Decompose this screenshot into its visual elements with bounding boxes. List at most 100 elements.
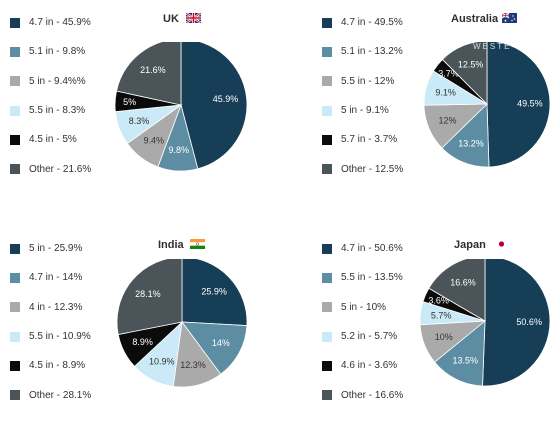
chart-panel-australia: 4.7 in - 49.5% 5.1 in - 13.2% 5.5 in - 1… (281, 0, 551, 200)
legend-item: 5 in - 25.9% (10, 234, 91, 263)
slice-data-label: 10% (435, 332, 453, 342)
legend-item: 4.7 in - 14% (10, 263, 91, 292)
legend-label: 4.7 in - 49.5% (341, 17, 403, 29)
slice-data-label: 9.1% (435, 88, 456, 98)
legend-item: Other - 16.6% (322, 380, 403, 409)
legend-label: Other - 12.5% (341, 163, 404, 175)
pie-slice-other (116, 42, 182, 106)
legend-item: 5.5 in - 8.3% (10, 96, 91, 125)
legend-swatch (10, 17, 20, 28)
chart-title: India (158, 239, 184, 251)
slice-data-label: 49.5% (517, 98, 543, 108)
legend-swatch (322, 76, 332, 87)
pie-chart: 50.6% 13.5% 10% 5.7% 3.6%16.6% (419, 259, 551, 387)
legend-item: 4.7 in - 45.9% (10, 8, 91, 37)
legend-item: 5.1 in - 9.8% (10, 37, 91, 66)
legend-item: 4.5 in - 5% (10, 125, 91, 154)
india-flag-icon (190, 239, 205, 249)
legend-item: Other - 12.5% (322, 154, 403, 183)
slice-data-label: 8.3% (129, 116, 150, 126)
legend-swatch (322, 46, 332, 57)
slice-data-label: 13.2% (458, 139, 484, 149)
slice-data-label: 12.5% (458, 59, 484, 69)
slice-data-label: 9.4% (143, 136, 164, 146)
slice-data-label: 25.9% (201, 287, 227, 297)
legend-label: Other - 21.6% (29, 163, 92, 175)
legend-label: 5.5 in - 10.9% (29, 331, 91, 343)
legend-swatch (10, 390, 20, 401)
legend-swatch (10, 302, 20, 313)
legend-swatch (10, 272, 20, 283)
legend-swatch (322, 331, 332, 342)
pie-slice-4-7-in (482, 259, 551, 387)
legend-item: Other - 28.1% (10, 380, 91, 409)
pie-slice-4-7-in (181, 321, 248, 375)
slice-data-label: 9.8% (168, 145, 189, 155)
legend-swatch (10, 164, 20, 175)
watermark: WESTE (473, 42, 512, 51)
legend-item: 4.5 in - 8.9% (10, 351, 91, 380)
pie-slice-other (116, 259, 183, 335)
pie-slice-4-7-in (486, 42, 551, 168)
chart-panel-india: 5 in - 25.9% 4.7 in - 14% 4 in - 12.3% 5… (0, 226, 270, 426)
legend-label: 5.2 in - 5.7% (341, 331, 398, 343)
legend-label: 4.7 in - 50.6% (341, 243, 403, 255)
legend-label: 4.7 in - 45.9% (29, 17, 91, 29)
legend: 4.7 in - 50.6% 5.5 in - 13.5% 5 in - 10%… (322, 234, 403, 410)
legend-item: 5.5 in - 13.5% (322, 263, 403, 292)
legend-swatch (322, 360, 332, 371)
legend-swatch (322, 272, 332, 283)
legend-swatch (322, 164, 332, 175)
legend: 4.7 in - 49.5% 5.1 in - 13.2% 5.5 in - 1… (322, 8, 403, 184)
legend-item: 4 in - 12.3% (10, 293, 91, 322)
slice-data-label: 14% (212, 338, 230, 348)
legend-label: Other - 28.1% (29, 389, 92, 401)
australia-flag-icon (502, 13, 517, 23)
legend-item: 5.7 in - 3.7% (322, 125, 403, 154)
legend-item: 5 in - 9.1% (322, 96, 403, 125)
legend-item: 5.5 in - 12% (322, 67, 403, 96)
legend-item: 5.5 in - 10.9% (10, 322, 91, 351)
legend: 5 in - 25.9% 4.7 in - 14% 4 in - 12.3% 5… (10, 234, 91, 410)
slice-data-label: 10.9% (149, 356, 175, 366)
legend-label: 4 in - 12.3% (29, 301, 83, 313)
chart-title: Japan (454, 239, 486, 251)
legend-item: 5 in - 10% (322, 293, 403, 322)
legend-swatch (10, 243, 20, 254)
legend-item: 4.7 in - 50.6% (322, 234, 403, 263)
legend-swatch (322, 243, 332, 254)
pie-chart: 25.9% 14% 12.3% 10.9% 8.9% 28.1% (116, 259, 248, 388)
pie-chart: 45.9% 9.8% 9.4% 8.3% 5% 21.6% (114, 42, 248, 172)
legend-label: 5 in - 10% (341, 301, 387, 313)
legend-item: 5 in - 9.4%% (10, 67, 91, 96)
pie-slice-5-in (181, 259, 248, 326)
slice-data-label: 12.3% (180, 360, 206, 370)
legend-item: Other - 21.6% (10, 154, 91, 183)
legend-label: 5.5 in - 12% (341, 75, 395, 87)
legend-label: 4.5 in - 5% (29, 134, 77, 146)
slice-data-label: 16.6% (450, 278, 476, 288)
legend-label: 4.7 in - 14% (29, 272, 83, 284)
slice-data-label: 8.9% (132, 337, 153, 347)
slice-data-label: 5% (123, 97, 136, 107)
slice-data-label: 13.5% (453, 356, 479, 366)
slice-data-label: 21.6% (140, 65, 166, 75)
legend-swatch (10, 331, 20, 342)
slice-data-label: 3.6% (428, 296, 449, 306)
legend-label: 5 in - 25.9% (29, 243, 83, 255)
slice-data-label: 45.9% (213, 94, 239, 104)
legend-label: Other - 16.6% (341, 389, 404, 401)
slice-data-label: 28.1% (135, 289, 161, 299)
legend-swatch (322, 17, 332, 28)
legend-swatch (322, 134, 332, 145)
legend-label: 5.1 in - 13.2% (341, 46, 403, 58)
legend-label: 4.5 in - 8.9% (29, 360, 86, 372)
slice-data-label: 12% (438, 116, 456, 126)
legend-item: 4.7 in - 49.5% (322, 8, 403, 37)
legend-label: 5.7 in - 3.7% (341, 134, 398, 146)
legend-item: 4.6 in - 3.6% (322, 351, 403, 380)
legend-label: 5.1 in - 9.8% (29, 46, 86, 58)
legend-swatch (10, 105, 20, 116)
legend-swatch (10, 134, 20, 145)
pie-slice-other (441, 42, 488, 105)
